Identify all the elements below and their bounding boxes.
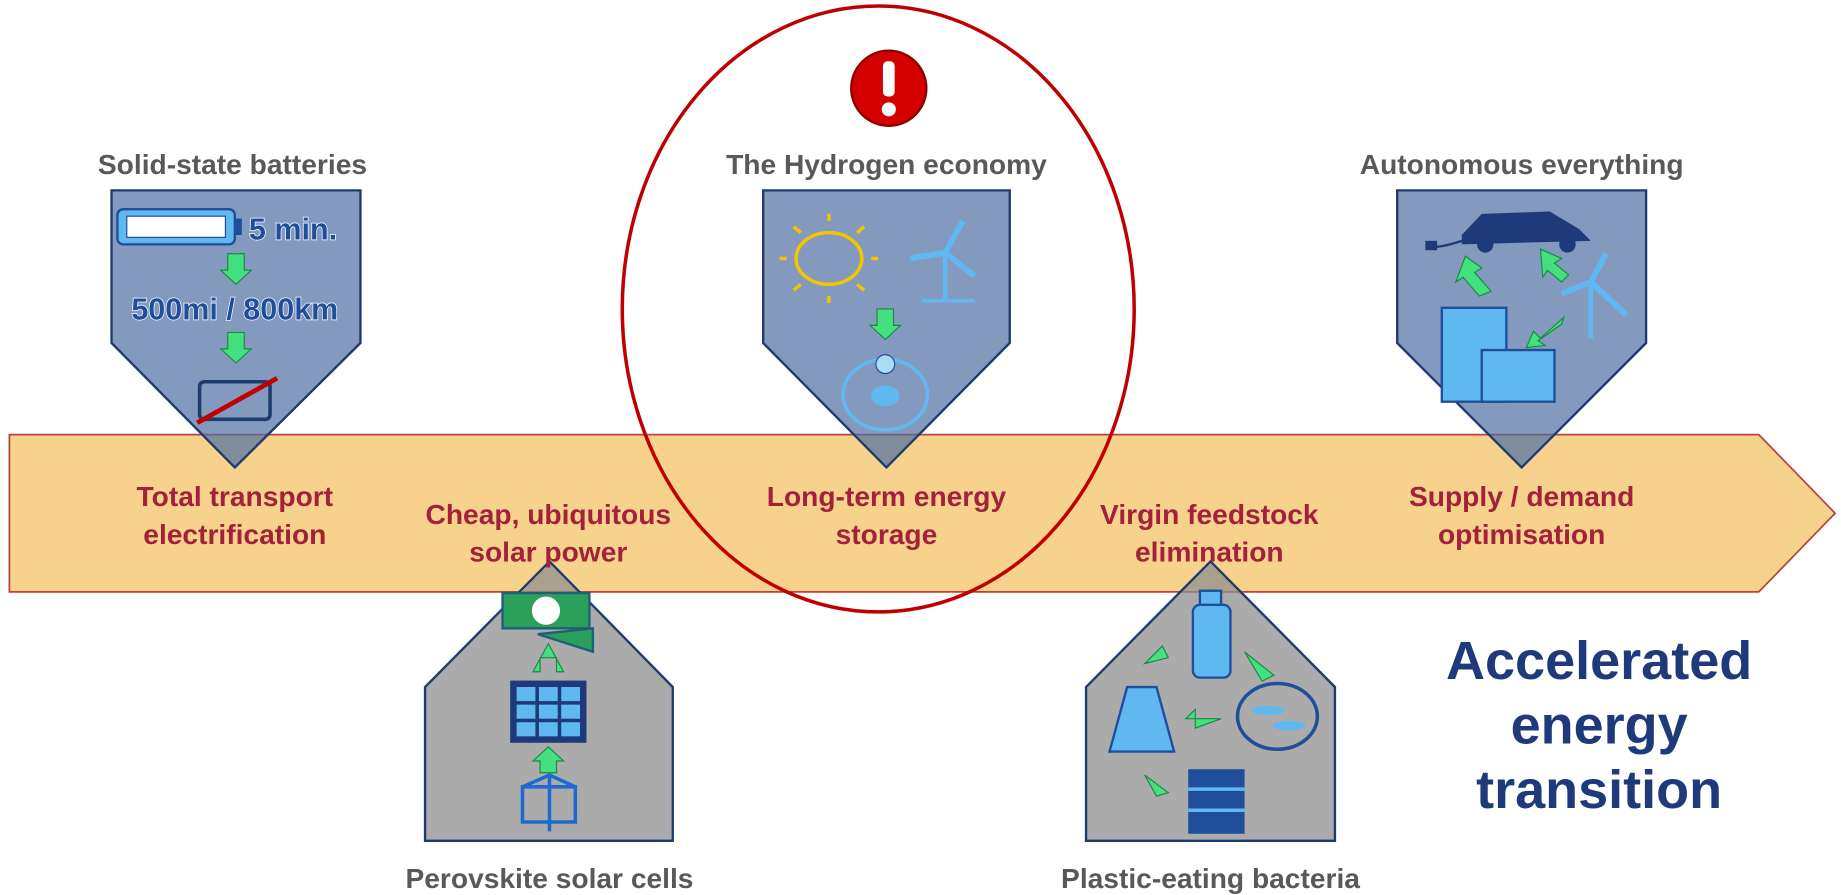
milestone: Cheap, ubiquitous bbox=[426, 498, 672, 530]
tech-title: Plastic-eating bacteria bbox=[1061, 862, 1360, 894]
headline: transition bbox=[1476, 760, 1722, 820]
milestone: electrification bbox=[143, 518, 326, 550]
icon-label: 5 min. bbox=[249, 213, 337, 247]
milestone: Supply / demand bbox=[1409, 480, 1634, 512]
tech-title: The Hydrogen economy bbox=[726, 148, 1047, 180]
tech-title: Perovskite solar cells bbox=[405, 862, 693, 894]
timeline-arrow bbox=[9, 435, 1835, 592]
tech-title: Autonomous everything bbox=[1360, 148, 1684, 180]
milestone: optimisation bbox=[1438, 518, 1605, 550]
milestone: elimination bbox=[1135, 535, 1284, 567]
milestone: solar power bbox=[469, 535, 627, 567]
milestone: Total transport bbox=[137, 480, 334, 512]
milestone: storage bbox=[836, 518, 938, 550]
alert-icon bbox=[851, 51, 926, 126]
headline: Accelerated bbox=[1446, 631, 1752, 691]
headline: energy bbox=[1511, 695, 1688, 755]
milestone: Virgin feedstock bbox=[1100, 498, 1319, 530]
tech-title: Solid-state batteries bbox=[98, 148, 367, 180]
diagram: 5 min. 500mi / 800km bbox=[0, 0, 1841, 895]
icon-label: 500mi / 800km bbox=[131, 293, 338, 327]
milestone: Long-term energy bbox=[767, 480, 1007, 512]
